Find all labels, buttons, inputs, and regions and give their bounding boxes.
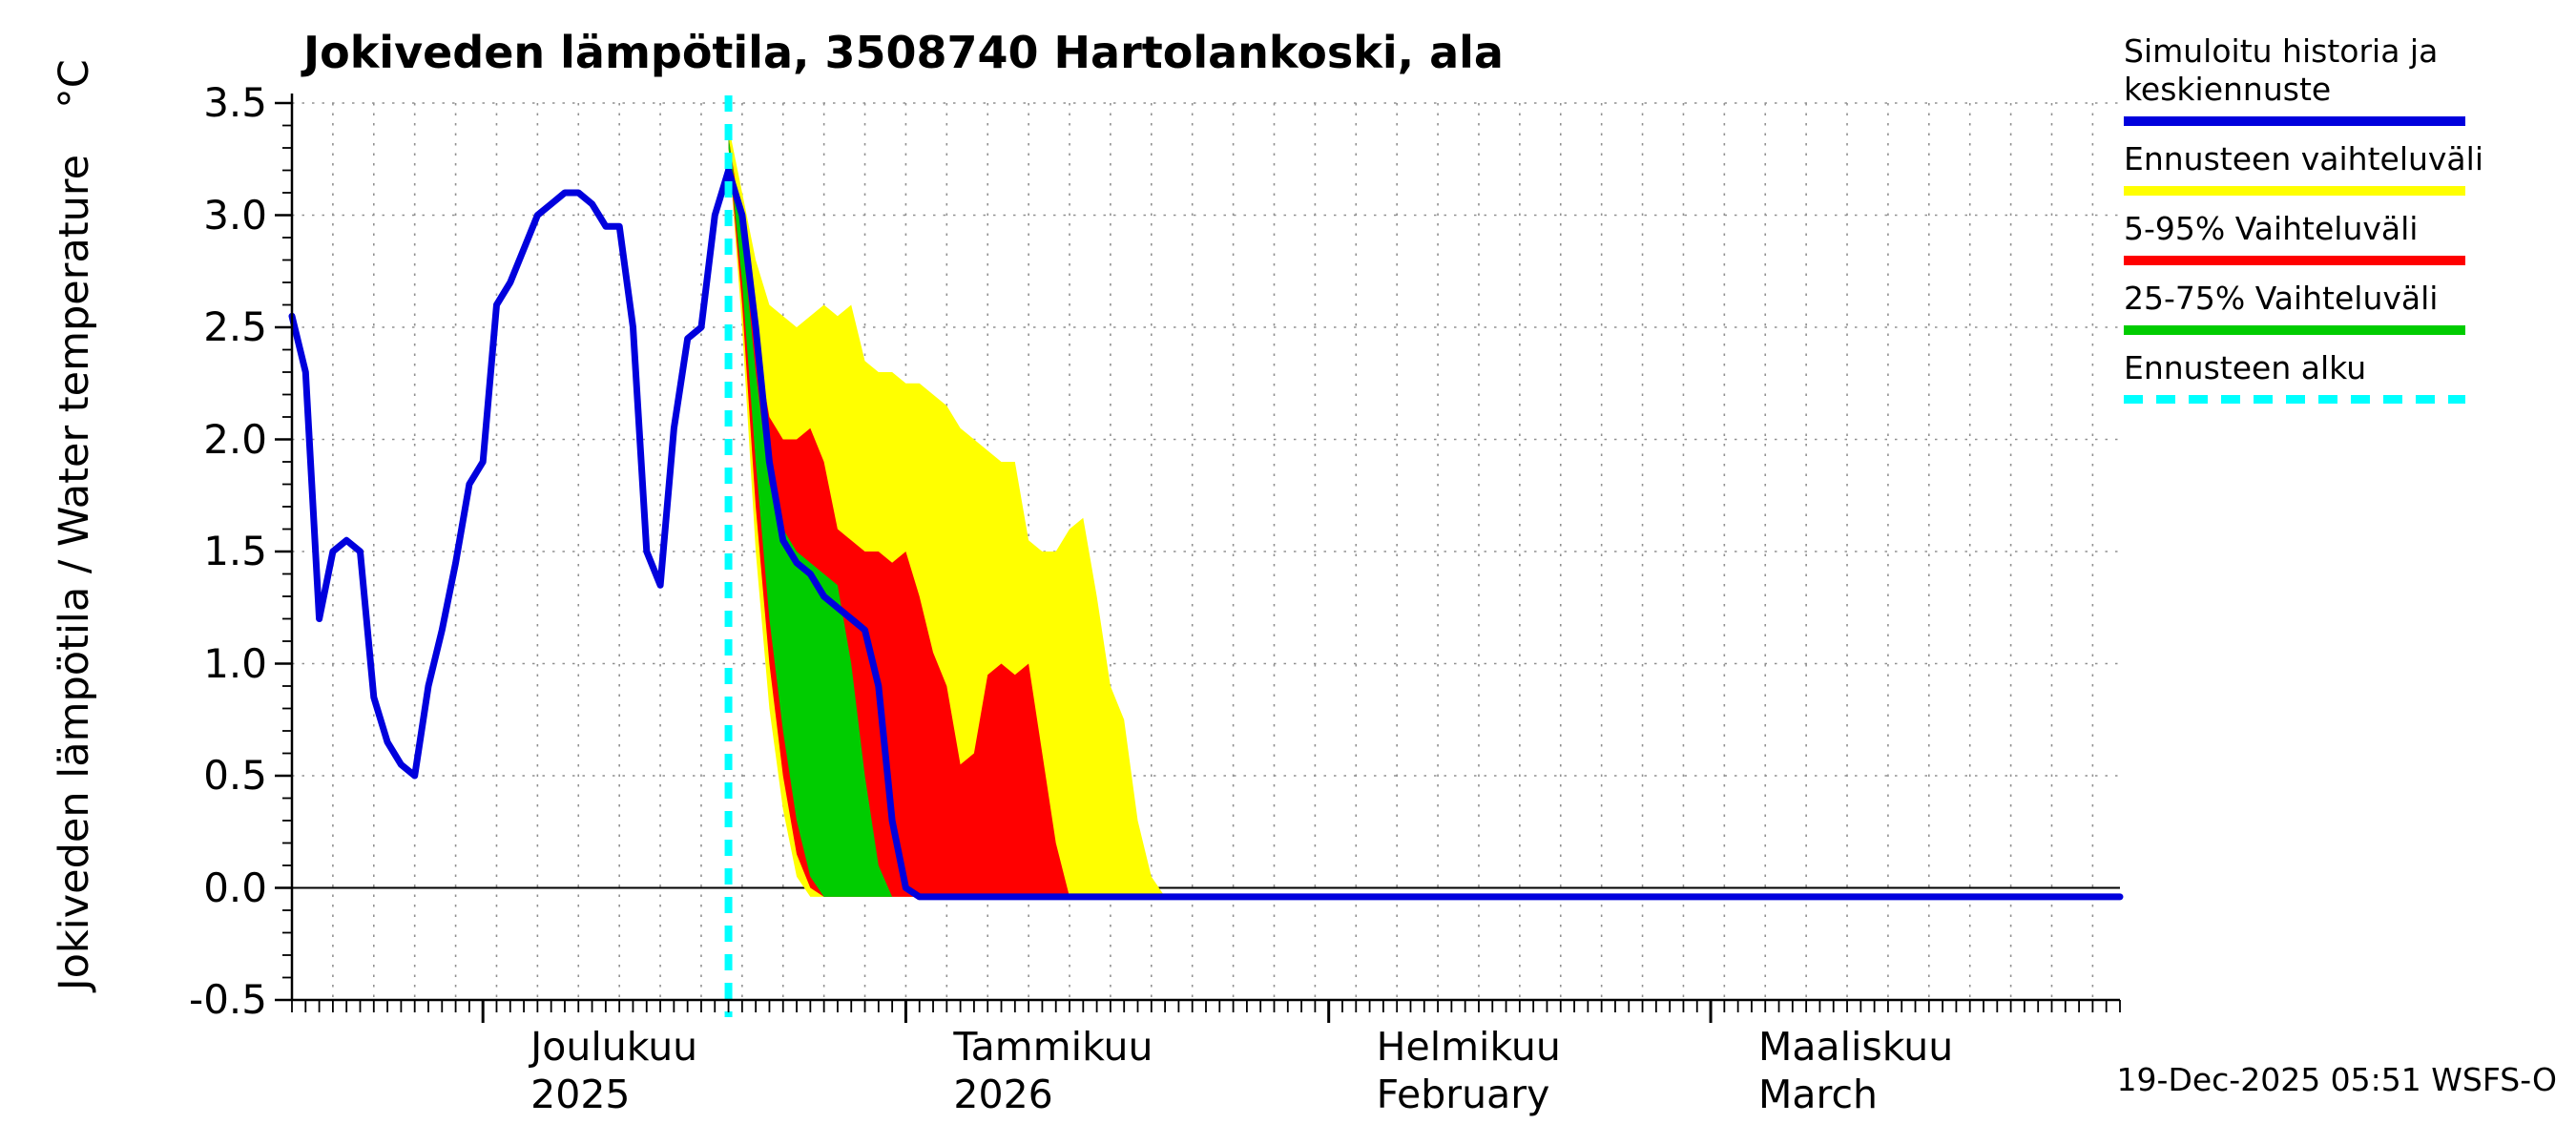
month-name: Helmikuu <box>1376 1024 1561 1070</box>
history-line <box>288 167 733 780</box>
y-ticks <box>275 101 292 1002</box>
y-tick-label: 2.5 <box>203 303 267 350</box>
band-green-25-75 <box>728 136 893 897</box>
legend-label-forecast-range: Ennusteen vaihteluväli <box>2124 140 2483 177</box>
legend-label-history: Simuloitu historia ja keskiennuste <box>2124 32 2439 108</box>
y-tick-label: 3.5 <box>203 79 267 126</box>
month-name: Maaliskuu <box>1758 1024 1954 1070</box>
month-subname: 2026 <box>953 1072 1053 1117</box>
x-ticks <box>291 1000 2121 1023</box>
y-tick-label: 2.0 <box>203 415 267 463</box>
legend-item-25-75: 25-75% Vaihteluväli <box>2124 280 2524 335</box>
legend-label-forecast-start: Ennusteen alku <box>2124 349 2367 386</box>
gridlines <box>292 102 2120 1001</box>
legend-swatch-0 <box>2124 116 2465 126</box>
legend-item-history: Simuloitu historia ja keskiennuste <box>2124 32 2524 126</box>
month-label-helmikuu: Helmikuu February <box>1377 1023 1561 1118</box>
median-forecast-line <box>725 167 2124 901</box>
axes <box>290 94 2120 1002</box>
legend-item-5-95: 5-95% Vaihteluväli <box>2124 210 2524 265</box>
y-tick-label: 0.5 <box>203 752 267 799</box>
legend-swatch-4 <box>2124 395 2465 404</box>
y-tick-label: 1.0 <box>203 639 267 687</box>
timestamp: 19-Dec-2025 05:51 WSFS-O <box>2116 1061 2557 1098</box>
chart-title: Jokiveden lämpötila, 3508740 Hartolankos… <box>303 27 1504 78</box>
legend-swatch-3 <box>2124 325 2465 335</box>
legend: Simuloitu historia ja keskiennuste Ennus… <box>2124 32 2524 418</box>
legend-item-forecast-range: Ennusteen vaihteluväli <box>2124 140 2524 196</box>
legend-swatch-1 <box>2124 186 2465 196</box>
legend-label-25-75: 25-75% Vaihteluväli <box>2124 280 2439 317</box>
legend-item-forecast-start: Ennusteen alku <box>2124 349 2524 404</box>
month-subname: March <box>1758 1072 1879 1117</box>
y-tick-label: 0.0 <box>203 864 267 911</box>
legend-label-5-95: 5-95% Vaihteluväli <box>2124 210 2419 247</box>
y-tick-label: 3.0 <box>203 191 267 239</box>
legend-swatch-2 <box>2124 256 2465 265</box>
month-label-tammikuu: Tammikuu 2026 <box>953 1023 1153 1118</box>
month-name: Joulukuu <box>530 1024 698 1070</box>
y-tick-label: 1.5 <box>203 528 267 574</box>
month-subname: 2025 <box>530 1072 631 1117</box>
month-name: Tammikuu <box>953 1024 1153 1070</box>
month-label-joulukuu: Joulukuu 2025 <box>530 1023 697 1118</box>
y-tick-label: -0.5 <box>189 976 267 1023</box>
month-subname: February <box>1376 1072 1550 1117</box>
month-label-maaliskuu: Maaliskuu March <box>1758 1023 1953 1118</box>
